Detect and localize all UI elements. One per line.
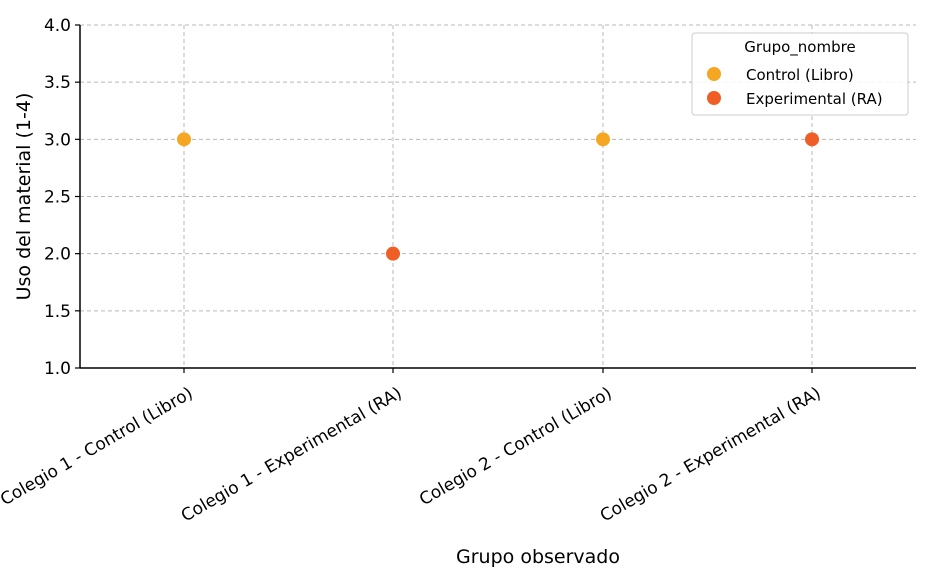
y-tick-label: 3.0 (44, 130, 71, 150)
legend-marker (707, 91, 721, 105)
x-axis-title: Grupo observado (456, 546, 620, 568)
legend: Grupo_nombre Control (Libro) Experimental… (691, 32, 909, 116)
data-point (386, 246, 400, 261)
legend-marker (707, 67, 721, 81)
x-tick-label: Colegio 2 - Control (Libro) (416, 383, 615, 510)
legend-label: Control (Libro) (746, 66, 854, 84)
legend-title: Grupo_nombre (744, 38, 855, 57)
data-point (805, 132, 819, 147)
y-tick-label: 2.0 (44, 245, 71, 265)
y-ticks: 1.0 1.5 2.0 2.5 3.0 3.5 4.0 (44, 16, 80, 379)
legend-items: Control (Libro) Experimental (RA) (707, 66, 883, 108)
legend-box (691, 32, 909, 116)
x-tick-label: Colegio 1 - Control (Libro) (0, 383, 196, 510)
data-point (177, 132, 191, 147)
legend-label: Experimental (RA) (746, 90, 883, 108)
y-tick-label: 4.0 (44, 16, 71, 36)
y-tick-label: 2.5 (44, 188, 71, 208)
x-ticks: Colegio 1 - Control (Libro)Colegio 1 - E… (0, 368, 825, 526)
y-tick-label: 3.5 (44, 73, 71, 93)
y-tick-label: 1.5 (44, 302, 71, 322)
x-tick-label: Colegio 2 - Experimental (RA) (597, 383, 825, 526)
data-points (177, 132, 819, 261)
x-tick-label: Colegio 1 - Experimental (RA) (178, 383, 406, 526)
y-tick-label: 1.0 (44, 359, 71, 379)
y-axis-title: Uso del material (1-4) (13, 93, 35, 301)
data-point (596, 132, 610, 147)
